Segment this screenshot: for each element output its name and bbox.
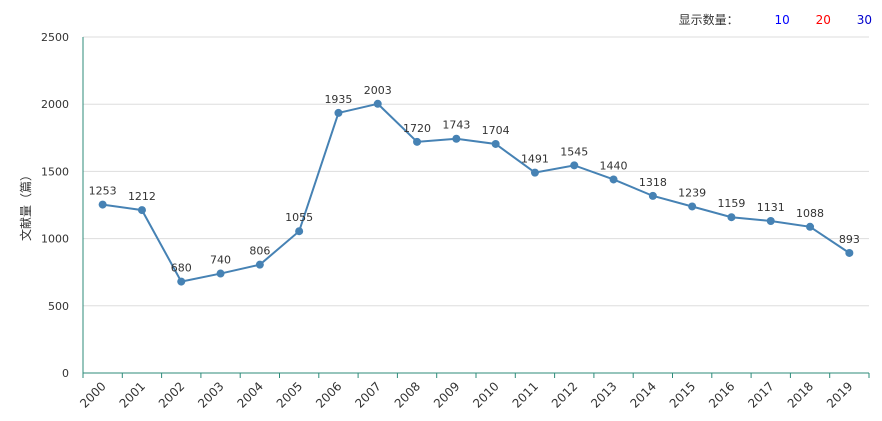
data-label: 1088 <box>796 207 824 220</box>
data-point <box>98 200 107 209</box>
series-line <box>102 102 850 283</box>
x-tick-label: 2013 <box>588 379 619 410</box>
data-label: 806 <box>249 245 270 258</box>
data-label: 1159 <box>717 197 745 210</box>
data-label: 1055 <box>285 211 313 224</box>
data-point <box>688 202 697 211</box>
x-tick-label: 2017 <box>745 379 776 410</box>
display-count-label: 显示数量： <box>678 13 739 27</box>
data-point <box>334 108 343 117</box>
data-label: 1743 <box>442 119 470 132</box>
data-label: 1440 <box>600 159 628 172</box>
data-point <box>570 161 579 170</box>
data-label: 893 <box>839 233 860 246</box>
x-tick-label: 2011 <box>510 379 541 410</box>
data-label: 1318 <box>639 176 667 189</box>
x-tick-label: 2009 <box>431 379 462 410</box>
x-tick-label: 2014 <box>627 379 658 410</box>
y-tick-label: 1000 <box>41 233 69 246</box>
x-tick-label: 2016 <box>706 379 737 410</box>
data-label: 1935 <box>324 93 352 106</box>
data-label: 740 <box>210 254 231 267</box>
data-label: 1239 <box>678 186 706 199</box>
data-label: 1491 <box>521 153 549 166</box>
data-point <box>452 134 461 143</box>
data-label: 1131 <box>757 201 785 214</box>
data-label: 1704 <box>482 124 510 137</box>
y-tick-label: 500 <box>48 300 69 313</box>
y-tick-label: 2500 <box>41 31 69 44</box>
data-point <box>766 216 775 225</box>
data-point <box>255 260 264 269</box>
data-point <box>609 175 618 184</box>
data-point <box>491 139 500 148</box>
x-tick-label: 2001 <box>117 379 148 410</box>
x-tick-label: 2002 <box>156 379 187 410</box>
x-tick-label: 2006 <box>313 379 344 410</box>
x-tick-label: 2018 <box>785 379 816 410</box>
display-count-selector: 显示数量： 10 20 30 <box>679 11 872 28</box>
y-tick-label: 0 <box>62 367 69 380</box>
x-tick-label: 2019 <box>824 379 855 410</box>
data-point <box>727 213 736 222</box>
data-label: 1545 <box>560 145 588 158</box>
x-tick-label: 2005 <box>274 379 305 410</box>
data-label: 1212 <box>128 190 156 203</box>
data-label: 1720 <box>403 122 431 135</box>
data-point <box>137 206 146 215</box>
x-tick-label: 2015 <box>667 379 698 410</box>
data-point <box>413 137 422 146</box>
x-tick-label: 2004 <box>234 379 265 410</box>
x-tick-label: 2010 <box>470 379 501 410</box>
x-tick-label: 2012 <box>549 379 580 410</box>
data-point <box>845 248 854 257</box>
y-axis-title: 文献量（篇） <box>18 169 33 241</box>
data-point <box>648 191 657 200</box>
y-tick-label: 2000 <box>41 98 69 111</box>
display-count-option-20[interactable]: 20 <box>815 13 831 27</box>
data-label: 2003 <box>364 84 392 97</box>
data-label: 1253 <box>89 185 117 198</box>
display-count-option-30[interactable]: 30 <box>856 13 872 27</box>
y-tick-label: 1500 <box>41 165 69 178</box>
data-label: 680 <box>171 262 192 275</box>
data-point <box>295 227 304 236</box>
data-point <box>373 99 382 108</box>
x-tick-label: 2003 <box>195 379 226 410</box>
x-tick-label: 2008 <box>392 379 423 410</box>
display-count-option-10[interactable]: 10 <box>774 13 790 27</box>
data-point <box>530 168 539 177</box>
data-point <box>177 277 186 286</box>
data-point <box>216 269 225 278</box>
x-tick-label: 2000 <box>77 379 108 410</box>
x-tick-label: 2007 <box>352 379 383 410</box>
data-point <box>806 222 815 231</box>
